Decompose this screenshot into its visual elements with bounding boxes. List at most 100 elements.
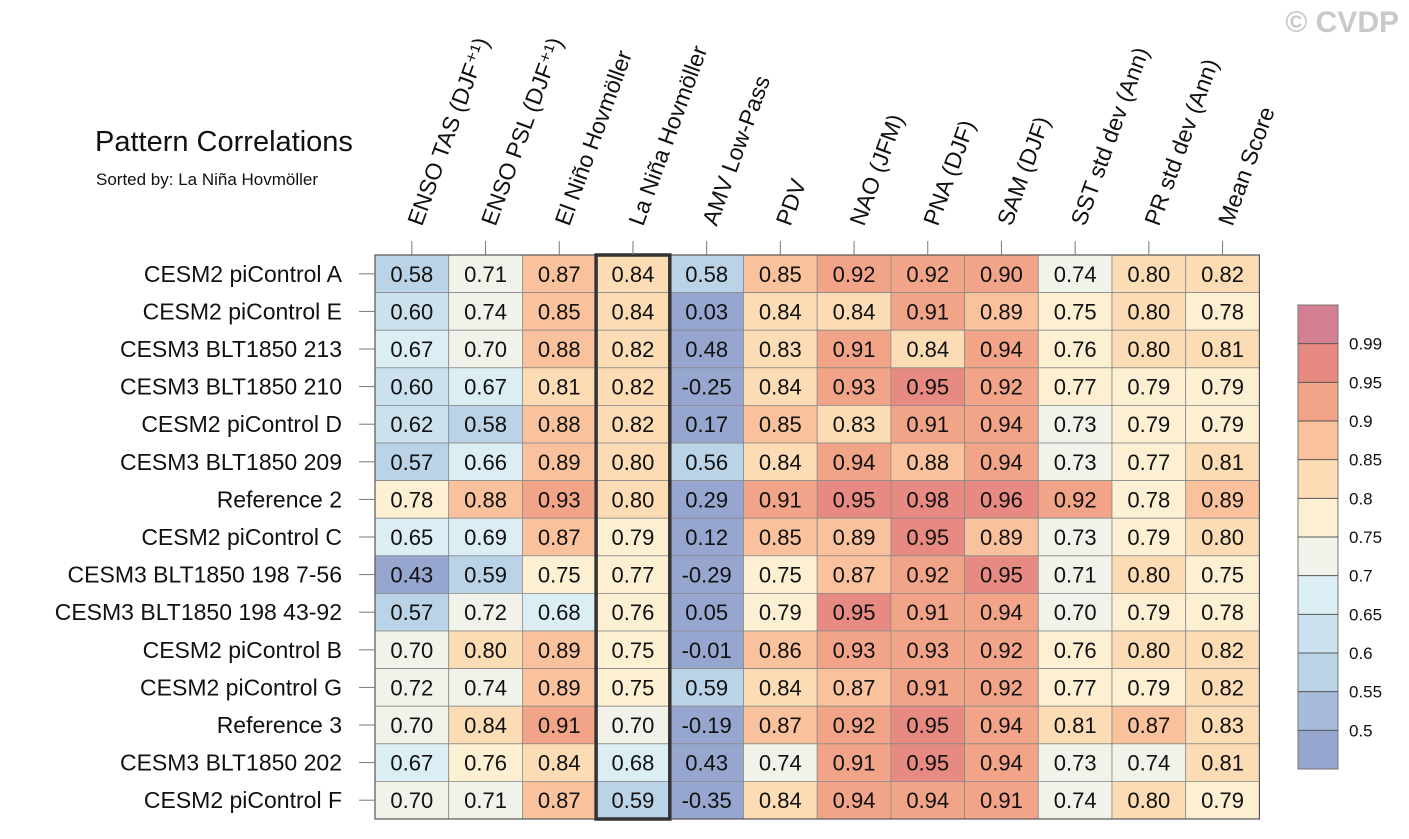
cell-value-label: 0.79 bbox=[1127, 412, 1170, 437]
cell-value-label: 0.88 bbox=[538, 337, 581, 362]
cell-value-label: 0.92 bbox=[833, 713, 876, 738]
cell-value-label: 0.94 bbox=[980, 600, 1023, 625]
heatmap-cell bbox=[1185, 743, 1260, 782]
heatmap-cell bbox=[1037, 781, 1113, 820]
heatmap-cell bbox=[448, 743, 523, 782]
cell-value-label: 0.95 bbox=[906, 751, 949, 776]
cell-value-label: 0.48 bbox=[685, 337, 728, 362]
cell-value-label: 0.75 bbox=[1201, 563, 1244, 588]
cell-value-label: 0.77 bbox=[612, 563, 655, 588]
cell-value-label: 0.75 bbox=[759, 563, 802, 588]
heatmap-cell bbox=[816, 292, 892, 331]
heatmap-cell bbox=[595, 404, 671, 444]
heatmap-cell bbox=[890, 517, 966, 557]
cell-value-label: 0.74 bbox=[759, 751, 802, 776]
heatmap-cell bbox=[1111, 593, 1187, 632]
heatmap-cell bbox=[522, 743, 597, 782]
cell-value-label: 0.87 bbox=[538, 788, 581, 813]
heatmap-cell bbox=[1185, 329, 1260, 369]
cell-value-label: 0.84 bbox=[612, 299, 655, 324]
cell-value-label: 0.89 bbox=[538, 638, 581, 663]
row-label: Reference 3 bbox=[217, 712, 342, 738]
cell-value-label: 0.79 bbox=[1127, 675, 1170, 700]
heatmap-cell bbox=[522, 329, 597, 369]
cell-value-label: 0.91 bbox=[538, 713, 581, 738]
heatmap-cell bbox=[743, 630, 818, 669]
cell-value-label: 0.75 bbox=[612, 675, 655, 700]
cell-value-label: 0.92 bbox=[906, 563, 949, 588]
cell-value-label: 0.95 bbox=[906, 525, 949, 550]
cell-value-label: 0.98 bbox=[906, 487, 949, 512]
heatmap-cell bbox=[669, 705, 744, 745]
colorbar-segment bbox=[1298, 691, 1338, 731]
heatmap-cell bbox=[743, 593, 818, 632]
cell-value-label: 0.57 bbox=[390, 450, 433, 475]
colorbar-segment bbox=[1298, 575, 1338, 615]
cell-value-label: 0.91 bbox=[906, 675, 949, 700]
colorbar-tick-label: 0.7 bbox=[1349, 567, 1373, 586]
heatmap-cell bbox=[1111, 367, 1187, 406]
cell-value-label: 0.17 bbox=[685, 412, 728, 437]
cell-value-label: 0.95 bbox=[906, 375, 949, 400]
row-label: Reference 2 bbox=[217, 486, 342, 512]
heatmap-cell bbox=[522, 593, 597, 632]
cell-value-label: 0.92 bbox=[980, 675, 1023, 700]
cell-value-label: 0.87 bbox=[833, 675, 876, 700]
cell-value-label: 0.84 bbox=[906, 337, 949, 362]
cell-value-label: 0.59 bbox=[612, 788, 655, 813]
cell-value-label: 0.76 bbox=[612, 600, 655, 625]
cell-value-label: -0.19 bbox=[682, 713, 732, 738]
row-label: CESM3 BLT1850 198 43-92 bbox=[55, 599, 342, 625]
cell-value-label: 0.87 bbox=[1127, 713, 1170, 738]
cell-value-label: 0.82 bbox=[612, 375, 655, 400]
heatmap-cell bbox=[816, 367, 892, 406]
cell-value-label: 0.59 bbox=[464, 563, 507, 588]
cell-value-label: 0.74 bbox=[464, 675, 507, 700]
heatmap-cell bbox=[448, 668, 523, 707]
cell-value-label: 0.89 bbox=[833, 525, 876, 550]
cell-value-label: 0.66 bbox=[464, 450, 507, 475]
cell-value-label: 0.62 bbox=[390, 412, 433, 437]
heatmap-cell bbox=[1111, 555, 1187, 594]
heatmap-cell bbox=[522, 367, 597, 406]
cell-value-label: 0.92 bbox=[1054, 487, 1097, 512]
cell-value-label: 0.43 bbox=[685, 751, 728, 776]
cell-value-label: 0.71 bbox=[464, 788, 507, 813]
cell-value-label: 0.80 bbox=[1127, 299, 1170, 324]
cell-value-label: 0.70 bbox=[390, 713, 433, 738]
colorbar-segment bbox=[1298, 498, 1338, 537]
heatmap-cell bbox=[1111, 442, 1187, 481]
cell-value-label: 0.94 bbox=[980, 337, 1023, 362]
colorbar-segment bbox=[1298, 653, 1338, 692]
heatmap-cell bbox=[448, 367, 523, 406]
cell-value-label: 0.60 bbox=[390, 299, 433, 324]
row-label: CESM3 BLT1850 198 7-56 bbox=[68, 562, 342, 588]
heatmap-cell bbox=[1111, 705, 1187, 745]
heatmap-cell bbox=[374, 555, 450, 594]
heatmap-cell bbox=[743, 329, 818, 369]
cell-value-label: 0.83 bbox=[759, 337, 802, 362]
cell-value-label: 0.81 bbox=[1054, 713, 1097, 738]
cell-value-label: 0.77 bbox=[1054, 675, 1097, 700]
cell-value-label: 0.84 bbox=[759, 788, 802, 813]
colorbar-tick-label: 0.8 bbox=[1349, 489, 1373, 508]
heatmap-cell bbox=[964, 517, 1039, 557]
heatmap-cell bbox=[1037, 329, 1113, 369]
heatmap-cell bbox=[522, 668, 597, 707]
cell-value-label: 0.73 bbox=[1054, 751, 1097, 776]
cell-value-label: 0.94 bbox=[906, 788, 949, 813]
colorbar-tick-label: 0.65 bbox=[1349, 605, 1382, 624]
heatmap-cell bbox=[669, 517, 744, 557]
heatmap-cell bbox=[743, 480, 818, 519]
cell-value-label: 0.78 bbox=[1201, 600, 1244, 625]
cell-value-label: 0.95 bbox=[833, 487, 876, 512]
cell-value-label: 0.80 bbox=[1127, 788, 1170, 813]
cell-value-label: 0.84 bbox=[833, 299, 876, 324]
column-label: PR std dev (Ann) bbox=[1139, 55, 1223, 228]
colorbar-tick-label: 0.95 bbox=[1349, 373, 1382, 392]
heatmap-cell bbox=[669, 442, 744, 481]
cell-value-label: 0.71 bbox=[1054, 563, 1097, 588]
heatmap-cell bbox=[890, 254, 966, 293]
cell-value-label: 0.80 bbox=[1127, 563, 1170, 588]
cell-value-label: 0.86 bbox=[759, 638, 802, 663]
